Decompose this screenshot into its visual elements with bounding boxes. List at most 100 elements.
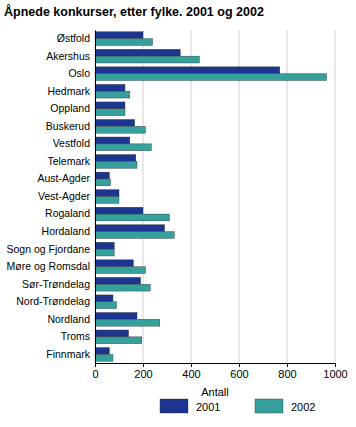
category-label: Telemark [47,155,90,167]
grid-line [95,30,96,363]
plot: 0 200 400 600 800 1000 Østfold Akershus Oslo Hedm… [7,30,348,380]
category-label: Buskerud [46,120,91,132]
legend-label: 2002 [291,401,315,413]
tick: Sør-Trøndelag [22,278,90,290]
bar [95,190,119,197]
category-label: Vestfold [53,137,91,149]
category-label: Oslo [68,67,90,79]
tick: Vestfold [53,137,91,149]
bar [95,225,165,232]
category-label: Vest-Agder [38,190,90,202]
bar [95,119,135,126]
bar [95,179,111,186]
tick: 600 [230,363,248,380]
legend-swatch [255,399,283,413]
bar [95,214,169,221]
tick-mark [191,363,192,367]
tick: Finnmark [46,348,91,360]
bar [95,39,153,46]
legend-label: 2001 [196,401,220,413]
tick-mark [95,363,96,367]
bar [95,172,109,179]
tick: Nord-Trøndelag [16,295,90,307]
bar [95,319,160,326]
legend: 2001 2002 [160,399,315,413]
tick: 200 [134,363,152,380]
bar [95,155,136,162]
bar [95,109,125,116]
bar [95,354,113,361]
y-axis-line [95,31,96,364]
legend-item: 2002 [255,399,315,413]
tick-label: 1000 [323,368,347,380]
bar [95,330,129,337]
category-label: Nord-Trøndelag [16,295,90,307]
category-label: Hedmark [47,85,90,97]
tick-label: 800 [278,368,296,380]
tick: Østfold [57,32,90,44]
category-label: Sør-Trøndelag [22,278,90,290]
tick: Sogn og Fjordane [7,242,91,254]
bar [95,144,151,151]
x-axis-line [96,364,336,368]
category-label: Finnmark [46,348,91,360]
tick-mark [335,363,336,367]
tick: Oppland [50,102,90,114]
grid [95,30,335,363]
bar [95,74,327,81]
tick: Nordland [47,313,90,325]
bar [95,161,137,168]
tick-label: 600 [230,368,248,380]
tick-label: 0 [92,368,98,380]
bar [95,260,133,267]
legend-swatch [160,399,188,413]
bar [95,242,114,249]
tick: Akershus [46,50,90,62]
bar [95,56,199,63]
tick: 1000 [323,363,347,380]
tick: Hedmark [47,85,90,97]
tick: 0 [92,363,98,380]
category-label: Aust-Agder [37,172,90,184]
bar [95,49,180,56]
grid-line [335,30,336,363]
category-label: Nordland [47,313,90,325]
legend-item: 2001 [160,399,220,413]
tick: 800 [278,363,296,380]
category-label: Sogn og Fjordane [7,242,91,254]
bar [95,267,145,274]
bar [95,337,142,344]
bar [95,348,109,355]
category-label: Oppland [50,102,90,114]
tick: 400 [182,363,200,380]
tick: Møre og Romsdal [7,260,90,272]
x-axis: 0 200 400 600 800 1000 [92,363,347,380]
y-axis: Østfold Akershus Oslo Hedmark Oppland Buskeru… [7,31,96,364]
bar [95,91,130,98]
tick-mark [143,363,144,367]
bar [95,67,280,74]
tick: Telemark [47,155,90,167]
tick: Troms [61,330,90,342]
category-label: Troms [61,330,90,342]
bar [95,284,150,291]
tick-label: 200 [134,368,152,380]
chart: Åpnede konkurser, etter fylke. 2001 og 2… [0,0,356,427]
tick: Rogaland [45,207,90,219]
bars [95,32,327,361]
bar [95,249,114,256]
bar [95,312,137,319]
bar [95,197,119,204]
category-label: Hordaland [42,225,91,237]
tick-mark [239,363,240,367]
tick: Oslo [68,67,90,79]
tick: Vest-Agder [38,190,90,202]
bar [95,277,141,284]
title: Åpnede konkurser, etter fylke. 2001 og 2… [4,4,264,19]
category-label: Rogaland [45,207,90,219]
bar [95,84,125,91]
category-label: Akershus [46,50,90,62]
bar [95,126,145,133]
tick-mark [287,363,288,367]
tick: Buskerud [46,120,91,132]
